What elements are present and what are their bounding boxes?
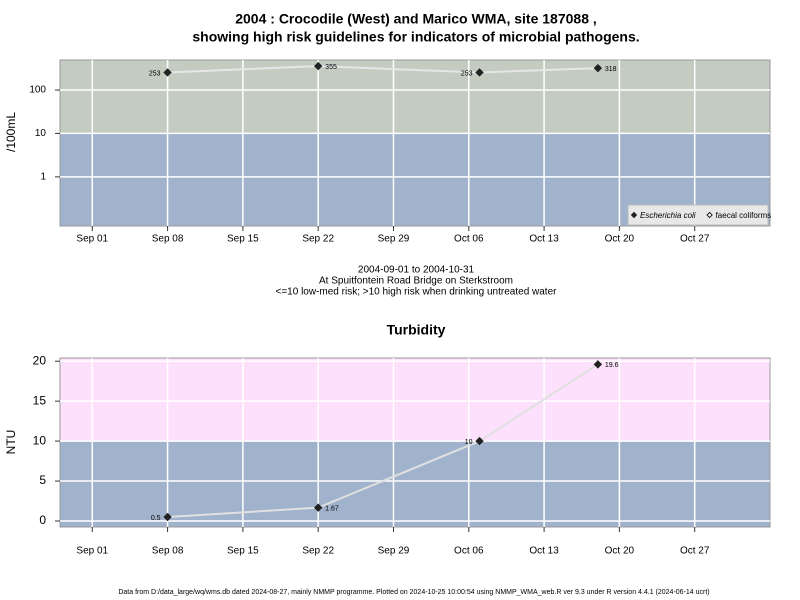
y-tick-label: 1 (40, 172, 46, 183)
footer: Data from D:/data_large/wq/wms.db dated … (118, 589, 709, 596)
data-label: 318 (605, 66, 617, 73)
plot-frame (59, 59, 771, 227)
x-tick-label: Oct 13 (529, 234, 559, 245)
legend-label: Escherichia coli (640, 211, 696, 220)
x-tick-label: Sep 29 (378, 234, 410, 245)
x-tick-label: Oct 27 (680, 546, 710, 557)
x-tick-label: Sep 01 (76, 546, 108, 557)
y-tick-label: 10 (33, 433, 47, 447)
x-tick-label: Sep 01 (76, 234, 108, 245)
series-line (167, 363, 599, 519)
data-label: 355 (325, 64, 337, 71)
note: <=10 low-med risk; >10 high risk when dr… (276, 287, 558, 298)
x-tick-label: Sep 22 (302, 546, 334, 557)
plot-frame (59, 357, 771, 528)
y-tick-label: 100 (29, 85, 46, 96)
x-tick-label: Oct 06 (454, 546, 484, 557)
y-tick-label: 10 (35, 128, 47, 139)
data-label: 253 (149, 70, 161, 77)
x-tick-label: Sep 29 (378, 546, 410, 557)
x-tick-label: Sep 15 (227, 234, 259, 245)
data-point (313, 61, 323, 71)
y-tick-label: 0 (39, 513, 46, 527)
legend-marker (630, 211, 638, 219)
x-tick-label: Oct 20 (605, 546, 635, 557)
y-tick-label: 20 (33, 353, 47, 367)
y-tick-label: 15 (33, 393, 47, 407)
data-label: 0.5 (151, 515, 161, 522)
data-point (593, 360, 603, 369)
data-point (163, 68, 172, 77)
y-axis-label: NTU (4, 430, 18, 455)
x-tick-label: Sep 08 (152, 546, 184, 557)
data-point (593, 63, 603, 73)
x-tick-label: Oct 06 (454, 234, 484, 245)
data-point (163, 512, 172, 522)
data-point (475, 68, 484, 77)
legend-marker (706, 211, 713, 219)
series-line (167, 65, 598, 74)
x-tick-label: Oct 20 (605, 234, 635, 245)
x-tick-label: Sep 22 (302, 234, 334, 245)
y-tick-label: 5 (39, 473, 46, 487)
y-axis-label: /100mL (4, 112, 18, 152)
x-tick-label: Sep 08 (152, 234, 184, 245)
band-low (60, 441, 770, 527)
legend-box (627, 204, 769, 226)
band-high (60, 358, 770, 442)
data-label: 19.6 (605, 362, 619, 369)
legend-label: faecal coliforms (716, 211, 772, 220)
data-label: 10 (465, 439, 473, 446)
chart-title: showing high risk guidelines for indicat… (192, 29, 639, 45)
x-tick-label: Oct 13 (529, 546, 559, 557)
chart-title: 2004 : Crocodile (West) and Marico WMA, … (235, 11, 597, 27)
note: 2004-09-01 to 2004-10-31 (358, 265, 475, 276)
x-tick-label: Oct 27 (680, 234, 710, 245)
note: At Spuitfontein Road Bridge on Sterkstro… (319, 276, 513, 287)
data-label: 253 (461, 70, 473, 77)
chart-title: Turbidity (387, 322, 446, 338)
data-point (475, 436, 484, 446)
x-tick-label: Sep 15 (227, 546, 259, 557)
data-point (313, 503, 323, 512)
data-label: 1.67 (325, 506, 339, 513)
